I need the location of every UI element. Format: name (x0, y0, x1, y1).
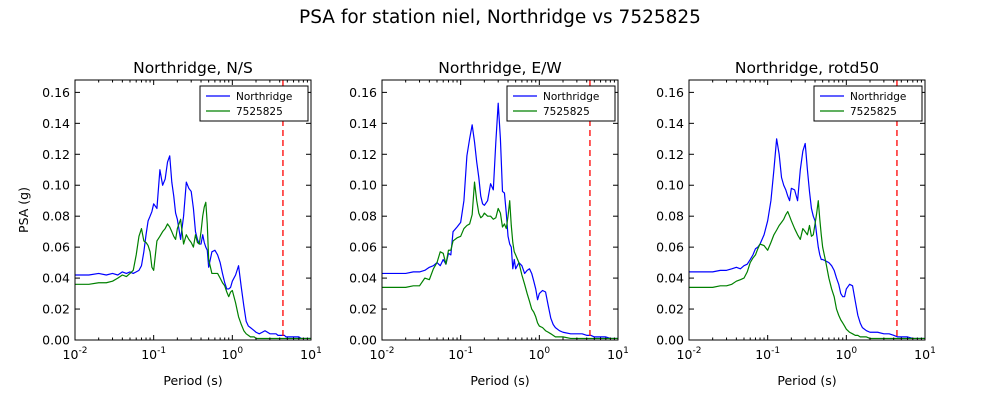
subplots: 0.00 0.02 0.04 0.06 0.08 0.10 0.12 0.14 0.16 10-2… (16, 59, 936, 388)
legend-entry: Northridge (543, 91, 599, 103)
y-tick-label: 0.08 (349, 209, 377, 224)
x-tick-label: 10-1 (755, 346, 780, 362)
x-axis-label: Period (s) (163, 373, 222, 388)
x-tick-label: 10-2 (677, 346, 702, 362)
x-tick-label: 101 (607, 346, 629, 362)
plot-area (689, 80, 925, 340)
y-tick-label: 0.06 (656, 240, 684, 255)
subplot-title: Northridge, N/S (133, 59, 253, 77)
plot-area (382, 80, 618, 340)
subplot-3: 0.00 0.02 0.04 0.06 0.08 0.10 0.12 0.14 0.16 10-2… (656, 59, 936, 388)
y-tick-label: 0.00 (349, 333, 377, 348)
y-tick-label: 0.00 (42, 333, 70, 348)
y-tick-label: 0.10 (349, 178, 377, 193)
y-tick-label: 0.04 (349, 271, 377, 286)
x-tick-label: 10-1 (448, 346, 473, 362)
legend: Northridge 7525825 (813, 85, 923, 122)
y-axis-label: PSA (g) (16, 187, 31, 233)
y-tick-label: 0.10 (42, 178, 70, 193)
y-tick-label: 0.04 (42, 271, 70, 286)
series-line-simulation (382, 181, 618, 340)
legend-entry: 7525825 (236, 106, 283, 118)
series-line-northridge (689, 138, 925, 340)
legend-frame (506, 85, 616, 122)
legend-entry: Northridge (850, 91, 906, 103)
subplot-title: Northridge, E/W (438, 59, 561, 77)
axes-frame (381, 79, 619, 341)
subplot-title: Northridge, rotd50 (735, 59, 879, 77)
x-axis-label: Period (s) (777, 373, 836, 388)
legend: Northridge 7525825 (199, 85, 309, 122)
legend-entry: Northridge (236, 91, 292, 103)
axes-frame (74, 79, 312, 341)
y-tick-label: 0.16 (349, 85, 377, 100)
x-tick-label: 10-1 (141, 346, 166, 362)
x-tick-label: 101 (914, 346, 936, 362)
legend-entry: 7525825 (543, 106, 590, 118)
x-tick-label: 100 (529, 346, 551, 362)
y-tick-label: 0.12 (42, 147, 70, 162)
y-tick-label: 0.06 (42, 240, 70, 255)
axes-frame (688, 79, 926, 341)
x-axis-label: Period (s) (470, 373, 529, 388)
y-tick-label: 0.06 (349, 240, 377, 255)
y-tick-label: 0.04 (656, 271, 684, 286)
x-tick-label: 10-2 (370, 346, 395, 362)
y-tick-label: 0.12 (656, 147, 684, 162)
y-tick-label: 0.02 (42, 302, 70, 317)
subplot-1: 0.00 0.02 0.04 0.06 0.08 0.10 0.12 0.14 0.16 10-2… (16, 59, 322, 388)
x-tick-label: 100 (222, 346, 244, 362)
legend-frame (813, 85, 923, 122)
y-tick-label: 0.16 (656, 85, 684, 100)
x-tick-label: 10-2 (63, 346, 88, 362)
x-tick-label: 100 (836, 346, 858, 362)
y-tick-label: 0.08 (656, 209, 684, 224)
y-tick-label: 0.12 (349, 147, 377, 162)
y-tick-label: 0.14 (349, 116, 377, 131)
y-tick-label: 0.14 (656, 116, 684, 131)
series-line-simulation (75, 201, 311, 340)
y-tick-label: 0.16 (42, 85, 70, 100)
series-line-northridge (75, 155, 311, 340)
y-tick-label: 0.02 (349, 302, 377, 317)
y-tick-label: 0.02 (656, 302, 684, 317)
plot-area (75, 80, 311, 340)
y-tick-label: 0.14 (42, 116, 70, 131)
series-line-simulation (689, 200, 925, 340)
figure-suptitle: PSA for station niel, Northridge vs 7525… (299, 7, 701, 28)
x-tick-label: 101 (300, 346, 322, 362)
y-tick-label: 0.08 (42, 209, 70, 224)
subplot-2: 0.00 0.02 0.04 0.06 0.08 0.10 0.12 0.14 0.16 10-2… (349, 59, 629, 388)
legend: Northridge 7525825 (506, 85, 616, 122)
legend-entry: 7525825 (850, 106, 897, 118)
y-tick-label: 0.00 (656, 333, 684, 348)
legend-frame (199, 85, 309, 122)
y-tick-label: 0.10 (656, 178, 684, 193)
